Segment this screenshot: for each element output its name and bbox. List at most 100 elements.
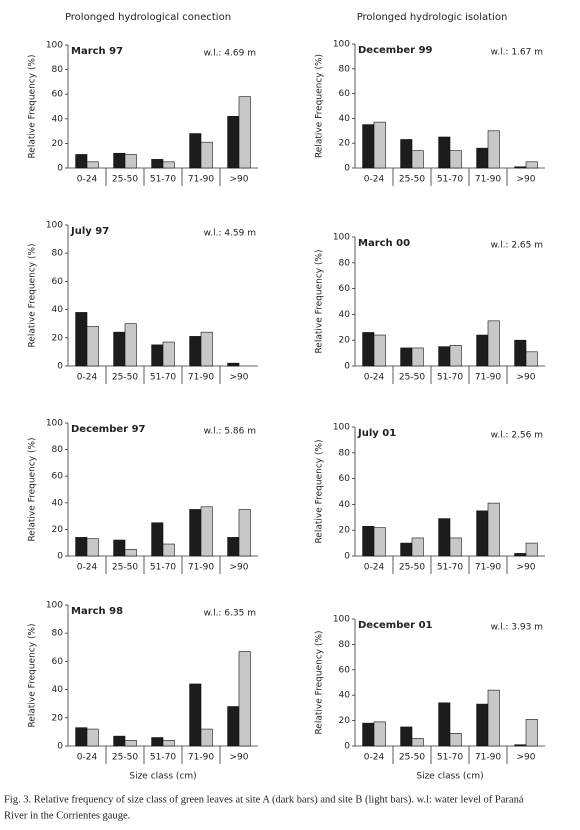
caption: Fig. 3. Relative frequency of size class… [4, 794, 524, 805]
chart-title: December 97 [71, 424, 146, 435]
bar [525, 719, 538, 747]
y-tick-label: 100 [333, 40, 350, 50]
bar [525, 542, 538, 557]
bar [362, 124, 375, 169]
bar [238, 509, 251, 557]
y-tick-label: 40 [339, 500, 351, 510]
x-tick-label: 51-70 [150, 373, 176, 383]
y-tick-label: 80 [52, 445, 64, 455]
bar [411, 347, 424, 367]
chart-title: March 97 [71, 46, 123, 57]
x-tick-label: 25-50 [399, 373, 425, 383]
x-tick-label: >90 [517, 563, 536, 573]
bar [227, 362, 240, 367]
y-axis-label: Relative Frequency (%) [28, 243, 38, 347]
y-tick-label: 0 [344, 552, 350, 562]
x-tick-label: 0-24 [77, 175, 98, 185]
chart-title: March 98 [71, 606, 123, 617]
bar [86, 326, 99, 367]
bar [200, 506, 213, 557]
bar [162, 341, 175, 367]
y-tick-label: 60 [339, 89, 351, 99]
y-tick-label: 100 [333, 233, 350, 243]
x-tick-label: >90 [230, 753, 249, 763]
bar [400, 347, 413, 367]
y-tick-label: 80 [339, 448, 351, 458]
x-tick-label: 25-50 [399, 753, 425, 763]
chart-title: December 01 [358, 620, 433, 631]
y-tick-label: 0 [344, 742, 350, 752]
bar [75, 537, 88, 557]
bar [238, 96, 251, 169]
bar [514, 166, 527, 169]
bar [525, 161, 538, 169]
bar [476, 147, 489, 169]
bar [476, 703, 489, 747]
annotation: w.l.: 6.35 m [204, 609, 256, 619]
y-tick-label: 100 [333, 615, 350, 625]
x-tick-label: 71-90 [475, 175, 501, 185]
bar [162, 543, 175, 557]
annotation: w.l.: 5.86 m [204, 427, 256, 437]
bar [487, 130, 500, 169]
annotation: w.l.: 1.67 m [491, 48, 543, 58]
bar [514, 339, 527, 367]
y-tick-label: 80 [339, 640, 351, 650]
bar [525, 351, 538, 367]
x-tick-label: >90 [230, 175, 249, 185]
bar [200, 331, 213, 367]
y-tick-label: 100 [333, 423, 350, 433]
bar [438, 136, 451, 169]
y-tick-label: 20 [52, 139, 64, 149]
y-tick-label: 60 [339, 474, 351, 484]
bar [449, 732, 462, 747]
x-tick-label: 0-24 [77, 373, 98, 383]
bar [189, 336, 202, 367]
bar [373, 121, 386, 169]
y-tick-label: 60 [52, 472, 64, 482]
bar [373, 527, 386, 557]
bar [151, 344, 164, 367]
bar [411, 537, 424, 557]
x-tick-label: 0-24 [364, 563, 385, 573]
bar [151, 737, 164, 747]
bar [124, 154, 137, 169]
x-tick-label: 71-90 [188, 175, 214, 185]
y-axis-label: Relative Frequency (%) [28, 437, 38, 541]
x-tick-label: >90 [230, 373, 249, 383]
y-tick-label: 40 [339, 114, 351, 124]
y-tick-label: 60 [339, 665, 351, 675]
x-tick-label: 0-24 [77, 563, 98, 573]
y-tick-label: 60 [52, 657, 64, 667]
column-title: Prolonged hydrologic isolation [357, 12, 508, 23]
y-tick-label: 60 [339, 284, 351, 294]
x-tick-label: >90 [230, 563, 249, 573]
bar [162, 740, 175, 747]
y-tick-label: 100 [46, 221, 63, 231]
bar [189, 509, 202, 557]
bar [476, 510, 489, 557]
x-tick-label: 71-90 [188, 373, 214, 383]
bar [162, 161, 175, 169]
bar [411, 738, 424, 747]
x-tick-label: 71-90 [475, 563, 501, 573]
bar [86, 728, 99, 747]
bar [75, 727, 88, 747]
y-tick-label: 40 [339, 310, 351, 320]
chart-title: December 99 [358, 45, 433, 56]
y-tick-label: 60 [52, 90, 64, 100]
x-tick-label: 71-90 [188, 753, 214, 763]
y-tick-label: 20 [339, 336, 351, 346]
bar [189, 133, 202, 169]
y-axis-label: Relative Frequency (%) [315, 439, 325, 543]
x-tick-label: 25-50 [112, 563, 138, 573]
y-axis-label: Relative Frequency (%) [28, 623, 38, 727]
bar [124, 323, 137, 367]
bar [113, 735, 126, 747]
chart-title: July 01 [357, 428, 396, 439]
annotation: w.l.: 4.59 m [204, 229, 256, 239]
y-tick-label: 0 [344, 362, 350, 372]
y-tick-label: 100 [46, 41, 63, 51]
y-tick-label: 20 [339, 139, 351, 149]
bar [362, 722, 375, 747]
